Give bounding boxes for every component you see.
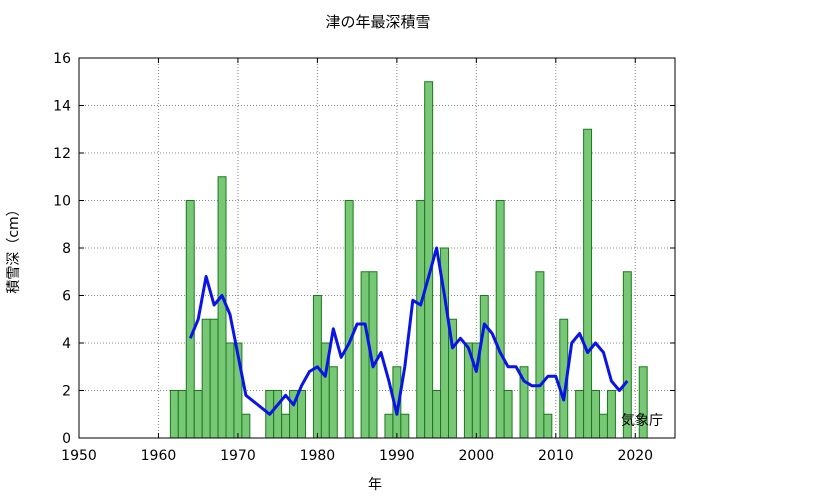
x-tick-label: 1950 <box>61 448 97 464</box>
bar <box>297 390 306 439</box>
bar <box>432 390 442 439</box>
bar <box>281 413 291 439</box>
y-tick-label: 8 <box>62 241 71 257</box>
y-tick-label: 12 <box>53 146 71 162</box>
bar <box>360 271 370 439</box>
x-tick-label: 2010 <box>538 448 574 464</box>
bar <box>384 413 394 439</box>
x-tick-label: 1980 <box>300 448 336 464</box>
bar <box>209 318 219 439</box>
x-tick-label: 2020 <box>617 448 653 464</box>
x-tick-label: 1990 <box>379 448 415 464</box>
bar <box>495 200 505 439</box>
bar-series <box>169 81 648 439</box>
bar <box>328 366 338 439</box>
x-axis-ticks: 1950 1960 1970 1980 1990 2000 2010 2020 <box>61 58 653 464</box>
bar <box>400 413 410 439</box>
bar <box>543 413 553 439</box>
bar <box>416 200 426 439</box>
y-axis-label: 積雪深（cm） <box>6 202 22 293</box>
credit-label: 気象庁 <box>621 413 663 429</box>
bar <box>575 390 585 439</box>
x-tick-label: 2000 <box>459 448 495 464</box>
x-axis-label: 年 <box>368 477 382 493</box>
bar <box>606 390 616 439</box>
bar <box>169 390 179 439</box>
bar <box>583 128 593 439</box>
bar <box>479 295 489 439</box>
bar <box>599 413 608 439</box>
bar <box>424 81 434 439</box>
bar <box>193 390 203 439</box>
bar <box>503 390 513 439</box>
y-axis-ticks: 0 2 4 6 8 10 12 14 16 <box>53 51 675 447</box>
chart-title: 津の年最深積雪 <box>325 13 430 31</box>
bar <box>535 271 545 439</box>
y-tick-label: 4 <box>62 336 71 352</box>
y-tick-label: 0 <box>62 431 71 447</box>
moving-average-line <box>188 246 629 416</box>
bar <box>217 176 227 439</box>
x-tick-label: 1960 <box>141 448 177 464</box>
bar <box>177 390 187 439</box>
bar <box>273 390 283 439</box>
y-tick-label: 10 <box>53 194 71 210</box>
y-tick-label: 2 <box>62 384 71 400</box>
moving-average-series <box>188 246 629 416</box>
bar <box>225 342 235 439</box>
y-tick-label: 16 <box>53 51 71 67</box>
y-tick-label: 6 <box>62 289 71 305</box>
bar <box>185 200 195 439</box>
bar <box>241 413 251 439</box>
bar <box>591 390 601 439</box>
y-tick-label: 14 <box>53 99 71 115</box>
bar <box>344 200 354 439</box>
bar <box>201 318 211 439</box>
x-tick-label: 1970 <box>220 448 256 464</box>
